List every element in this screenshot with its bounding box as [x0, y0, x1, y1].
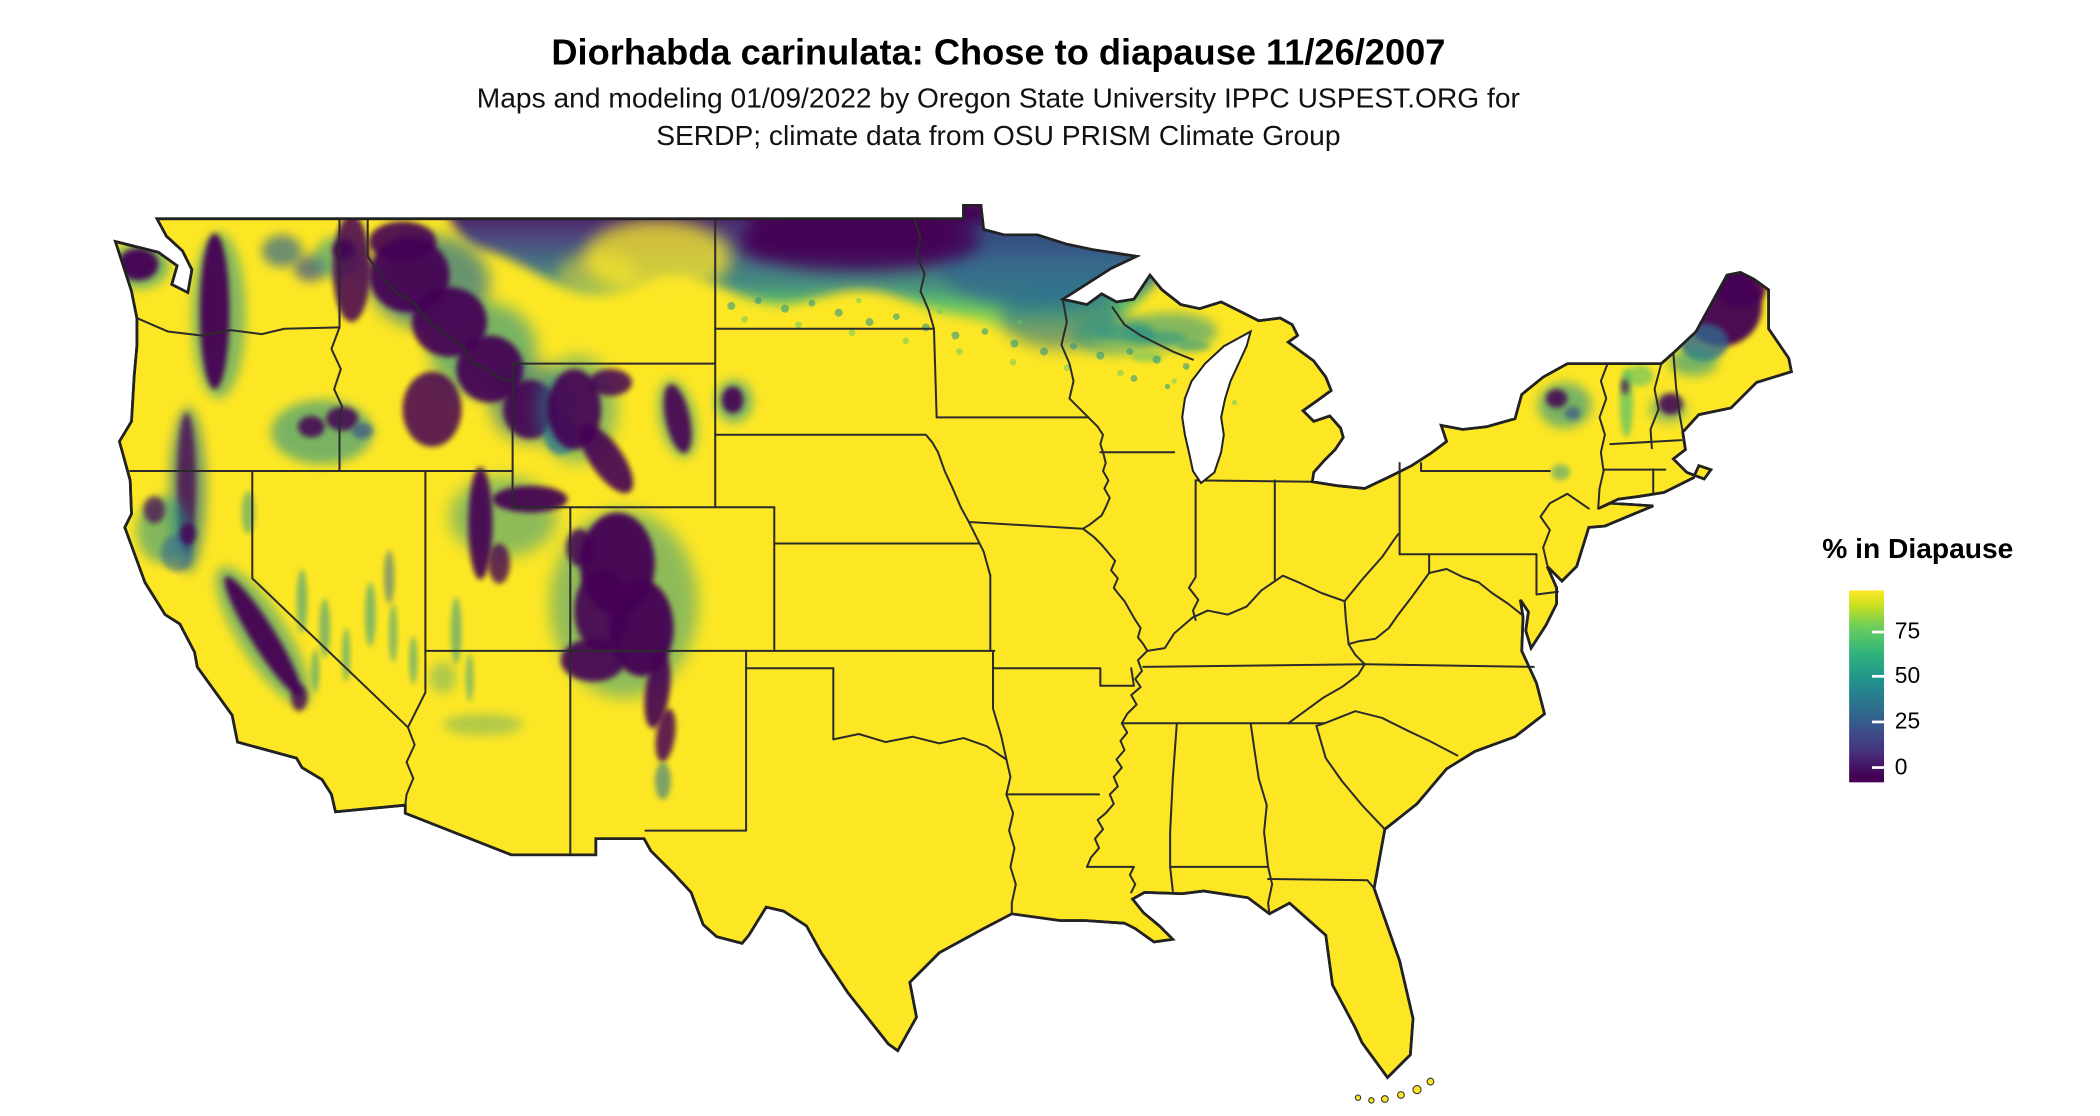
legend-tick-25 — [1871, 720, 1885, 724]
legend-tick-75 — [1871, 630, 1885, 634]
subtitle-line2: SERDP; climate data from OSU PRISM Clima… — [656, 120, 1341, 152]
nevada-range-streaks — [296, 550, 418, 693]
northeast-mountains — [1537, 364, 1687, 481]
legend-colorbar — [1849, 590, 1885, 783]
florida-keys — [1354, 1077, 1435, 1104]
legend-label-0: 0 — [1894, 754, 1908, 780]
northern-rockies-overlay — [332, 214, 578, 455]
us-outline-stroke — [113, 203, 1793, 1080]
legend: % in Diapause 75 50 25 0 — [1814, 534, 2082, 783]
legend-title: % in Diapause — [1822, 534, 2014, 565]
legend-label-75: 75 — [1894, 618, 1921, 645]
legend-tick-50 — [1871, 674, 1885, 678]
legend-label-50: 50 — [1894, 662, 1921, 689]
wyoming-utah-ranges — [449, 355, 698, 702]
colorado-rockies — [429, 509, 698, 800]
lake-michigan — [1181, 329, 1253, 485]
legend-label-25: 25 — [1894, 708, 1921, 735]
legend-tick-0 — [1871, 766, 1885, 769]
page-title: Diorhabda carinulata: Chose to diapause … — [551, 32, 1446, 73]
state-borders — [129, 217, 1684, 915]
black-hills — [715, 379, 753, 423]
subtitle-line1: Maps and modeling 01/09/2022 by Oregon S… — [476, 83, 1520, 115]
